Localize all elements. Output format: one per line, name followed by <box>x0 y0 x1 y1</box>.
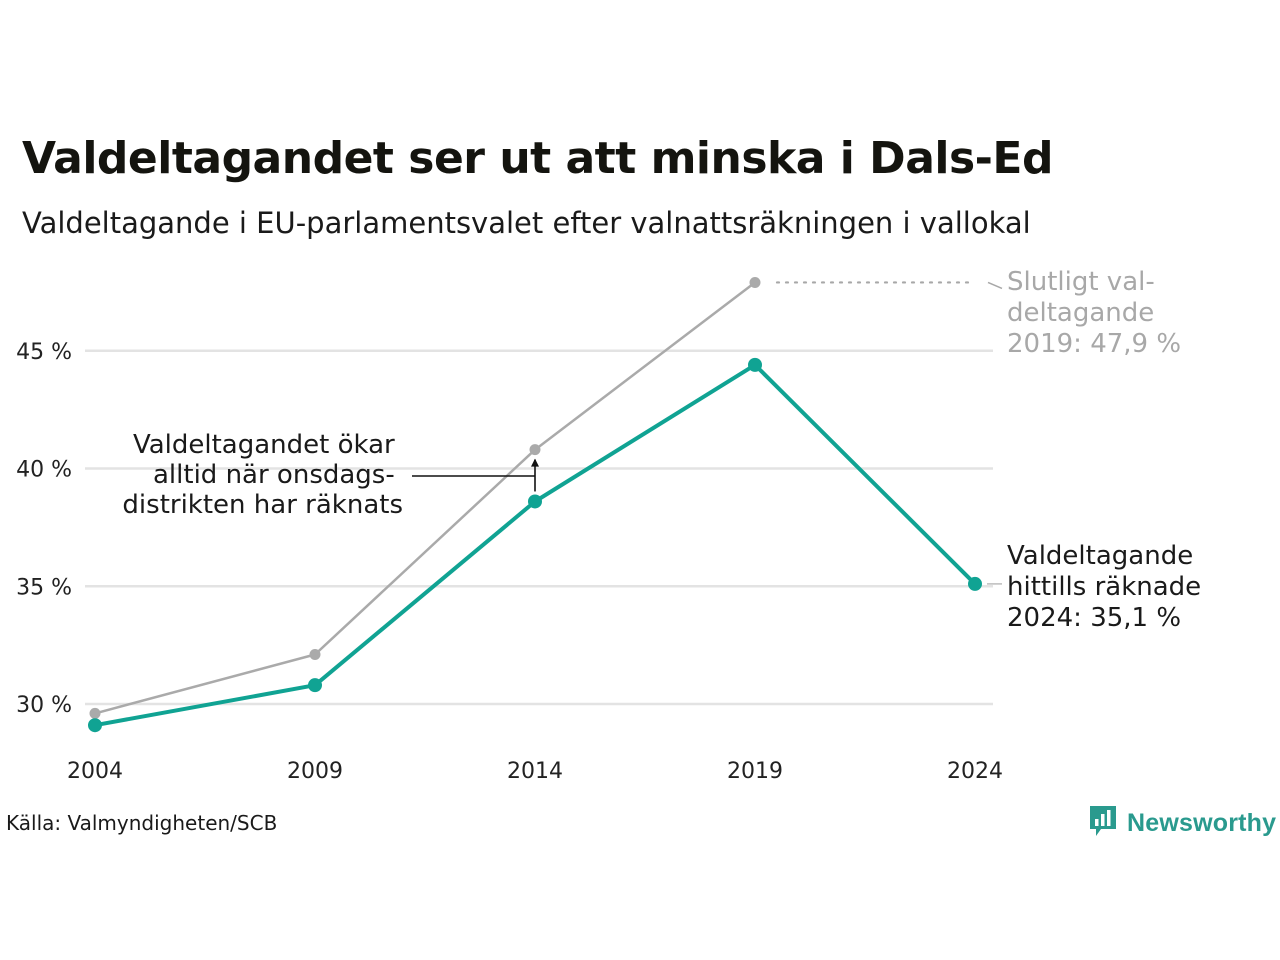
y-tick-label: 45 % <box>16 340 72 365</box>
annotation-final-2019-tick <box>987 281 1003 290</box>
annotation-final-2019: Slutligt val- deltagande 2019: 47,9 % <box>1007 267 1181 359</box>
annotations: Slutligt val- deltagande 2019: 47,9 % Va… <box>122 267 1209 633</box>
x-tick-label: 2004 <box>67 759 123 784</box>
series-final-point-2014 <box>529 444 541 456</box>
y-tick-label: 40 % <box>16 458 72 483</box>
newsworthy-logo-icon <box>1088 804 1118 842</box>
x-tick-label: 2009 <box>287 759 343 784</box>
series-final-point-2004 <box>89 707 101 719</box>
brand-logo: Newsworthy <box>1088 804 1276 842</box>
x-tick-label: 2024 <box>947 759 1003 784</box>
series-counted-point-2024 <box>968 576 982 591</box>
annotation-wednesday-districts: Valdeltagandet ökar alltid när onsdags- … <box>122 430 403 520</box>
y-tick-label: 30 % <box>16 693 72 718</box>
series-lines <box>88 276 982 733</box>
source-note: Källa: Valmyndigheten/SCB <box>6 811 278 835</box>
series-counted-point-2004 <box>88 718 102 733</box>
y-tick-label: 35 % <box>16 575 72 600</box>
series-final-line <box>93 281 757 715</box>
series-counted-line <box>93 362 977 728</box>
x-axis-tick-labels: 2004 2009 2014 2019 2024 <box>67 759 1003 784</box>
x-tick-label: 2019 <box>727 759 783 784</box>
series-counted-point-2019 <box>748 357 762 372</box>
annotation-arrowhead <box>531 458 539 467</box>
series-final-point-2009 <box>309 649 321 661</box>
series-final <box>89 276 761 719</box>
chart-title: Valdeltagandet ser ut att minska i Dals-… <box>22 133 1053 184</box>
series-counted-point-2014 <box>528 494 542 509</box>
series-final-point-2019 <box>749 276 761 288</box>
y-axis-tick-labels: 30 % 35 % 40 % 45 % <box>16 340 72 718</box>
brand-name: Newsworthy <box>1127 808 1277 837</box>
series-counted <box>88 357 982 733</box>
series-counted-point-2009 <box>308 678 322 693</box>
gridlines <box>85 349 993 706</box>
x-tick-label: 2014 <box>507 759 563 784</box>
annotation-counted-2024: Valdeltagande hittills räknade 2024: 35,… <box>1007 541 1209 633</box>
chart-subtitle: Valdeltagande i EU-parlamentsvalet efter… <box>22 206 1031 240</box>
